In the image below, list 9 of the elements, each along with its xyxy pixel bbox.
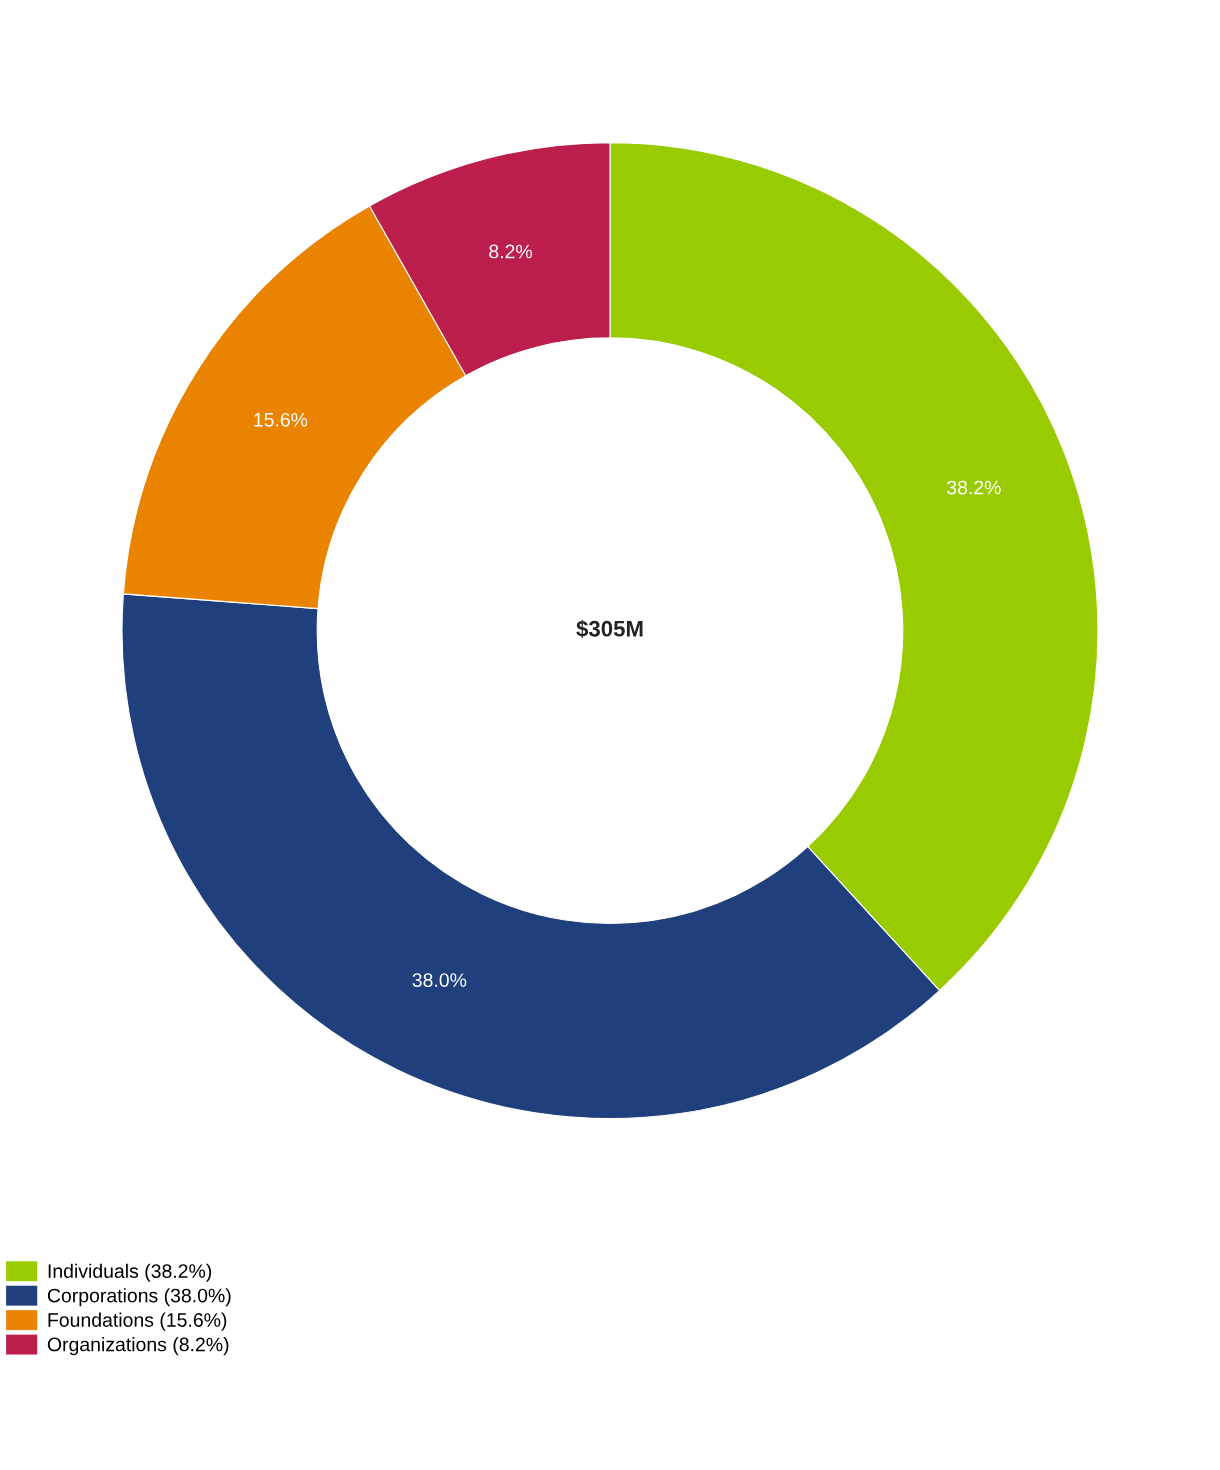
data-label: 8.2% [489,244,533,259]
legend-label: Corporations (38.0%) [47,1288,231,1307]
text: $305M [576,619,643,639]
data-label: 38.2% [947,480,1001,495]
legend-label: Individuals (38.2%) [48,1263,212,1282]
legend-label: Organizations (8.2%) [47,1337,229,1356]
legend-label: Foundations (15.6%) [48,1312,227,1331]
data-label: 15.6% [254,412,308,427]
data-label: 38.0% [412,973,467,987]
